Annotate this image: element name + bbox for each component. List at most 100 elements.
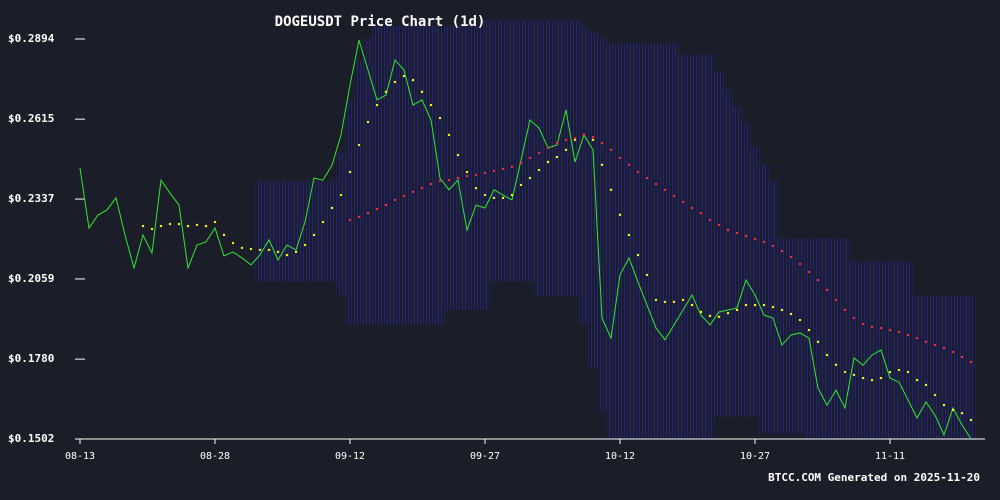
band: [714, 71, 724, 417]
band: [408, 25, 418, 325]
band: [498, 20, 508, 282]
band: [633, 43, 643, 439]
ma-dot: [906, 370, 910, 374]
ma-dot: [141, 224, 145, 228]
band: [570, 20, 580, 296]
band: [849, 261, 859, 439]
ma-dot: [438, 179, 442, 183]
ma-dot: [834, 298, 838, 302]
band: [354, 60, 364, 325]
band: [732, 106, 742, 417]
ma-dot: [447, 133, 451, 137]
ma-dot: [807, 328, 811, 332]
ma-dot: [825, 353, 829, 357]
ma-dot: [852, 316, 856, 320]
band: [489, 20, 499, 282]
ma-dot: [510, 165, 514, 169]
ma-dot: [609, 148, 613, 152]
ma-dot: [798, 318, 802, 322]
ma-dot: [717, 223, 721, 227]
ma-dot: [555, 155, 559, 159]
ma-dot: [465, 170, 469, 174]
ma-dot: [852, 373, 856, 377]
band: [822, 238, 832, 439]
ma-dot: [816, 340, 820, 344]
ma-dot: [888, 370, 892, 374]
ma-dot: [933, 343, 937, 347]
ma-dot: [177, 222, 181, 226]
ma-dot: [654, 298, 658, 302]
band: [309, 180, 319, 282]
ma-dot: [627, 163, 631, 167]
band: [858, 261, 868, 439]
ma-dot: [672, 300, 676, 304]
ma-dot: [258, 248, 262, 252]
ma-dot: [951, 408, 955, 412]
ma-dot: [546, 160, 550, 164]
band: [957, 295, 967, 439]
ma-dot: [528, 176, 532, 180]
band: [444, 25, 454, 311]
ma-dot: [150, 227, 154, 231]
band: [273, 180, 283, 282]
ma-dot: [834, 363, 838, 367]
ma-dot: [375, 103, 379, 107]
ma-dot: [420, 90, 424, 94]
ma-dot: [798, 262, 802, 266]
ma-dot: [951, 350, 955, 354]
ma-dot: [411, 190, 415, 194]
x-tick-label: 08-13: [65, 451, 95, 462]
ma-dot: [573, 138, 577, 142]
band: [525, 20, 535, 282]
band: [300, 180, 310, 282]
x-tick-label: 10-27: [740, 451, 770, 462]
ma-dot: [573, 136, 577, 140]
band: [921, 295, 931, 439]
band: [372, 25, 382, 325]
band: [813, 238, 823, 439]
y-tick-label: $0.2059: [8, 272, 54, 285]
ma-dot: [888, 328, 892, 332]
ma-dot: [564, 138, 568, 142]
ma-dot: [483, 171, 487, 175]
band: [345, 100, 355, 325]
band: [705, 54, 715, 439]
ma-dot: [357, 215, 361, 219]
ma-dot: [501, 167, 505, 171]
ma-dot: [735, 231, 739, 235]
band: [894, 261, 904, 439]
ma-dot: [708, 314, 712, 318]
ma-dot: [636, 253, 640, 257]
ma-dot: [519, 161, 523, 165]
y-tick-label: $0.1780: [8, 352, 54, 365]
ma-dot: [231, 241, 235, 245]
ma-dot: [753, 303, 757, 307]
ma-dot: [420, 186, 424, 190]
band: [777, 238, 787, 434]
ma-dot: [600, 141, 604, 145]
band: [417, 25, 427, 325]
ma-dot: [510, 193, 514, 197]
ma-dot: [861, 376, 865, 380]
ma-dot: [645, 273, 649, 277]
ma-dot: [159, 224, 163, 228]
ma-dot: [474, 186, 478, 190]
ma-dot: [780, 249, 784, 253]
price-line: [79, 40, 972, 440]
band: [282, 180, 292, 282]
ma-dot: [600, 163, 604, 167]
ma-dot: [591, 138, 595, 142]
band: [651, 43, 661, 439]
ma-dot: [537, 168, 541, 172]
band: [426, 25, 436, 325]
chart-title: DOGEUSDT Price Chart (1d): [275, 14, 486, 30]
band: [291, 180, 301, 282]
band: [840, 238, 850, 439]
ma-dot: [780, 308, 784, 312]
ma-dot: [744, 303, 748, 307]
ma-dot: [186, 224, 190, 228]
ma-dot: [555, 141, 559, 145]
ma-dot: [672, 194, 676, 198]
ma-dot: [924, 340, 928, 344]
